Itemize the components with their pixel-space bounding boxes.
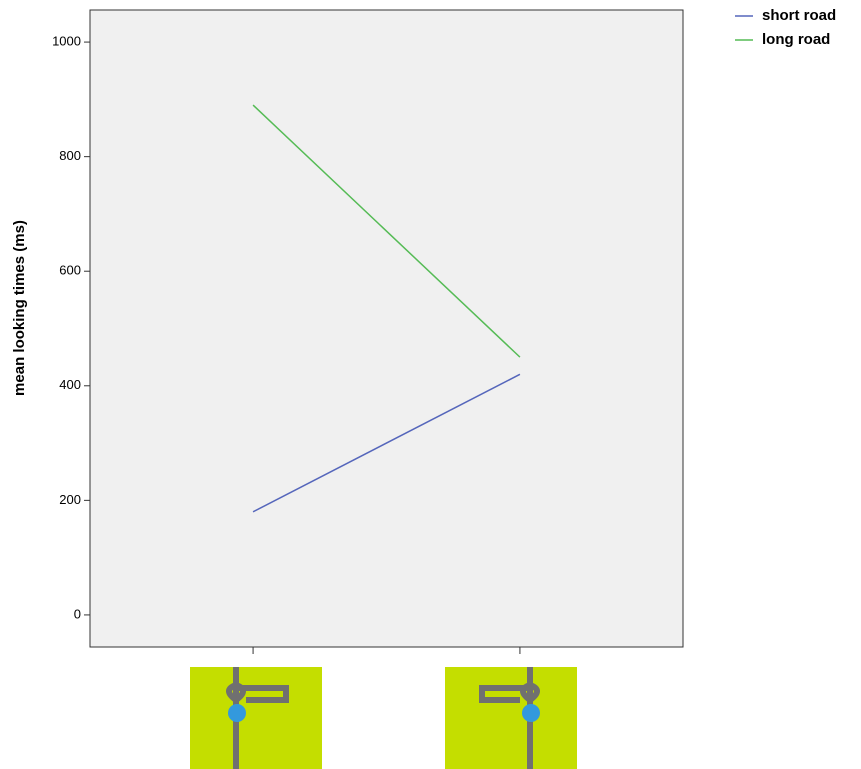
y-tick-label: 800 xyxy=(59,148,81,163)
page: mean looking times (ms) 0 200 400 600 800 100… xyxy=(0,0,861,769)
road-image xyxy=(445,667,577,769)
y-tick-label: 400 xyxy=(59,377,81,392)
road-image xyxy=(190,667,322,769)
chart: mean looking times (ms) 0 200 400 600 800 100… xyxy=(0,0,861,769)
plot-area xyxy=(90,10,683,647)
legend-label: short road xyxy=(762,7,836,24)
y-tick-label: 0 xyxy=(74,606,81,621)
y-axis-title: mean looking times (ms) xyxy=(11,220,28,396)
y-tick-label: 200 xyxy=(59,492,81,507)
y-tick-label: 1000 xyxy=(52,34,81,49)
legend-label: long road xyxy=(762,31,830,48)
y-tick-label: 600 xyxy=(59,263,81,278)
